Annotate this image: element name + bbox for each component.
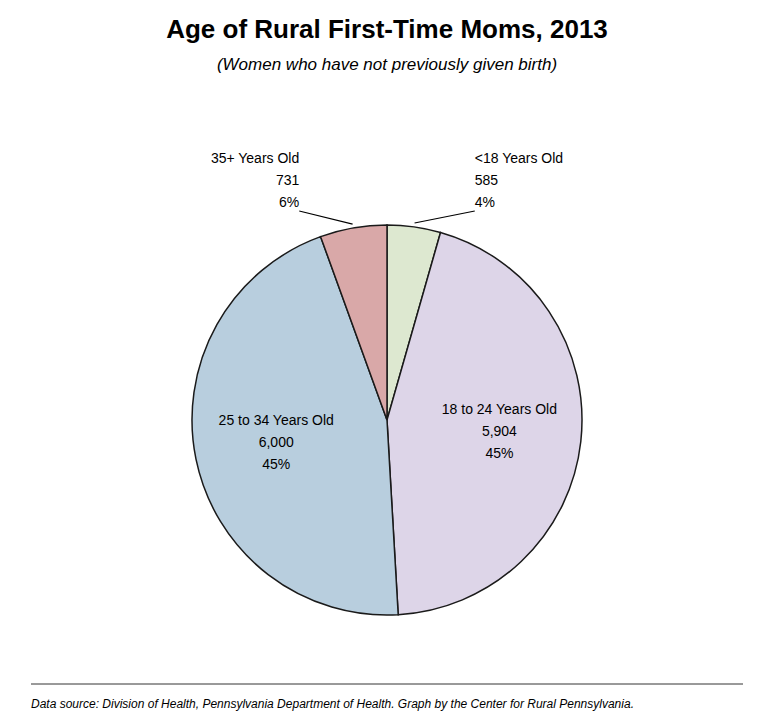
subtitle: (Women who have not previously given bir… <box>217 55 557 74</box>
value-label: 5,904 <box>482 423 517 439</box>
slice-label: 18 to 24 Years Old 5,904 45% <box>442 401 557 461</box>
percentage-label: 6% <box>279 194 299 210</box>
data-labels: <18 Years Old 585 4% 18 to 24 Years Old 5,90… <box>211 150 563 471</box>
chart: Age of Rural First-Time Moms, 2013 (Women… <box>0 0 774 723</box>
slice-label: <18 Years Old 585 4% <box>475 150 563 210</box>
title: Age of Rural First-Time Moms, 2013 <box>166 14 608 44</box>
slice-label: 35+ Years Old 731 6% <box>211 150 300 210</box>
percentage-label: 45% <box>485 445 513 461</box>
category-label: 25 to 34 Years Old <box>219 411 334 427</box>
category-label: 35+ Years Old <box>211 150 299 166</box>
leader-line <box>299 211 352 224</box>
percentage-label: 45% <box>262 455 290 471</box>
pie <box>192 225 582 615</box>
category-label: <18 Years Old <box>475 150 563 166</box>
slice <box>321 225 387 420</box>
category-label: 18 to 24 Years Old <box>442 401 557 417</box>
slice-label: 25 to 34 Years Old 6,000 45% <box>219 411 334 471</box>
slice <box>387 232 582 614</box>
value-label: 731 <box>276 172 300 188</box>
percentage-label: 4% <box>475 194 495 210</box>
value-label: 585 <box>475 172 499 188</box>
footnote-rule <box>31 684 743 685</box>
value-label: 6,000 <box>259 433 294 449</box>
leader-line <box>415 211 475 223</box>
footnote: Data source: Division of Health, Pennsyl… <box>31 697 634 711</box>
